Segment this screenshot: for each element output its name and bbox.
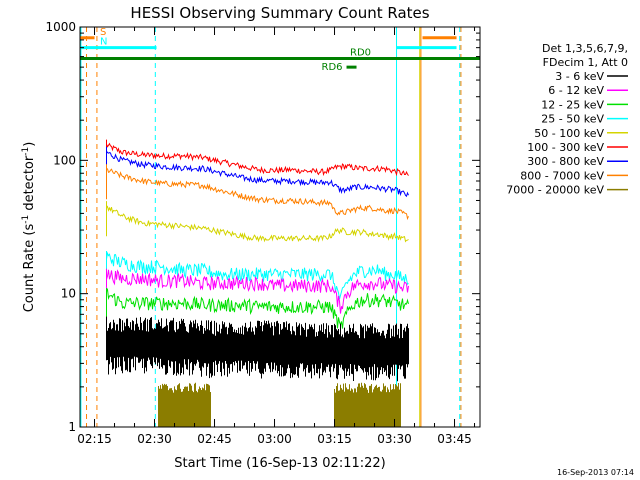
status-bar-label-4: RD0 bbox=[350, 48, 371, 59]
legend-label-5: 100 - 300 keV bbox=[527, 141, 604, 154]
y-tick-label-1: 10 bbox=[61, 287, 76, 301]
x-tick-label-3: 03:00 bbox=[257, 432, 292, 446]
x-axis-label: Start Time (16-Sep-13 02:11:22) bbox=[174, 456, 385, 471]
x-tick-label-4: 03:15 bbox=[317, 432, 352, 446]
y-tick-label-3: 1000 bbox=[45, 20, 76, 34]
legend-label-6: 300 - 800 keV bbox=[527, 155, 604, 168]
series-line-4 bbox=[106, 251, 409, 300]
legend-label-1: 6 - 12 keV bbox=[548, 84, 604, 97]
legend-label-0: 3 - 6 keV bbox=[555, 70, 604, 83]
x-tick-label-1: 02:30 bbox=[137, 432, 172, 446]
legend-label-2: 12 - 25 keV bbox=[541, 98, 604, 111]
legend-header-line-1: Det 1,3,5,6,7,9, bbox=[542, 42, 628, 55]
y-tick-label-0: 1 bbox=[68, 420, 76, 434]
series-line-7 bbox=[106, 316, 409, 382]
chart-title: HESSI Observing Summary Count Rates bbox=[130, 4, 429, 22]
legend-label-3: 25 - 50 keV bbox=[541, 113, 604, 126]
y-axis-label-sup2: -1 bbox=[21, 147, 31, 156]
x-tick-label-6: 03:45 bbox=[437, 432, 472, 446]
series-line-3 bbox=[106, 201, 409, 243]
y-axis-label-suffix: ) bbox=[22, 142, 37, 147]
plot-area: SN RD0 RD6 bbox=[80, 27, 480, 427]
series-line-0 bbox=[106, 139, 409, 177]
status-bar-label-5: RD6 bbox=[322, 62, 343, 73]
legend-header-line-2: FDecim 1, Att 0 bbox=[543, 56, 628, 69]
legend-label-7: 800 - 7000 keV bbox=[520, 169, 604, 182]
x-tick-label-2: 02:45 bbox=[197, 432, 232, 446]
y-axis-label: Count Rate (s-1 detector-1) bbox=[21, 142, 37, 313]
plot-frame bbox=[79, 26, 481, 428]
series-line-5 bbox=[106, 268, 409, 314]
status-bar-label-2: N bbox=[100, 37, 107, 48]
y-axis-label-mid: detector bbox=[22, 155, 37, 215]
x-tick-label-0: 02:15 bbox=[77, 432, 112, 446]
footer-timestamp: 16-Sep-2013 07:14 bbox=[557, 468, 634, 477]
axes: 02:15 02:30 02:45 03:00 03:15 03:30 03:45 1 10 10… bbox=[45, 20, 480, 446]
series-line-2 bbox=[106, 164, 409, 221]
status-bar-label-0: S bbox=[100, 27, 106, 38]
legend-label-4: 50 - 100 keV bbox=[534, 127, 604, 140]
series-line-1 bbox=[106, 146, 409, 198]
y-axis-label-prefix: Count Rate (s bbox=[22, 224, 37, 313]
series-line-8 bbox=[158, 382, 401, 427]
series-line-6 bbox=[106, 287, 409, 329]
y-axis-label-sup1: -1 bbox=[21, 215, 31, 224]
legend-label-8: 7000 - 20000 keV bbox=[506, 184, 604, 197]
x-tick-label-5: 03:30 bbox=[377, 432, 412, 446]
y-tick-label-2: 100 bbox=[53, 153, 76, 167]
legend: Det 1,3,5,6,7,9, FDecim 1, Att 0 3 - 6 k… bbox=[506, 42, 628, 197]
